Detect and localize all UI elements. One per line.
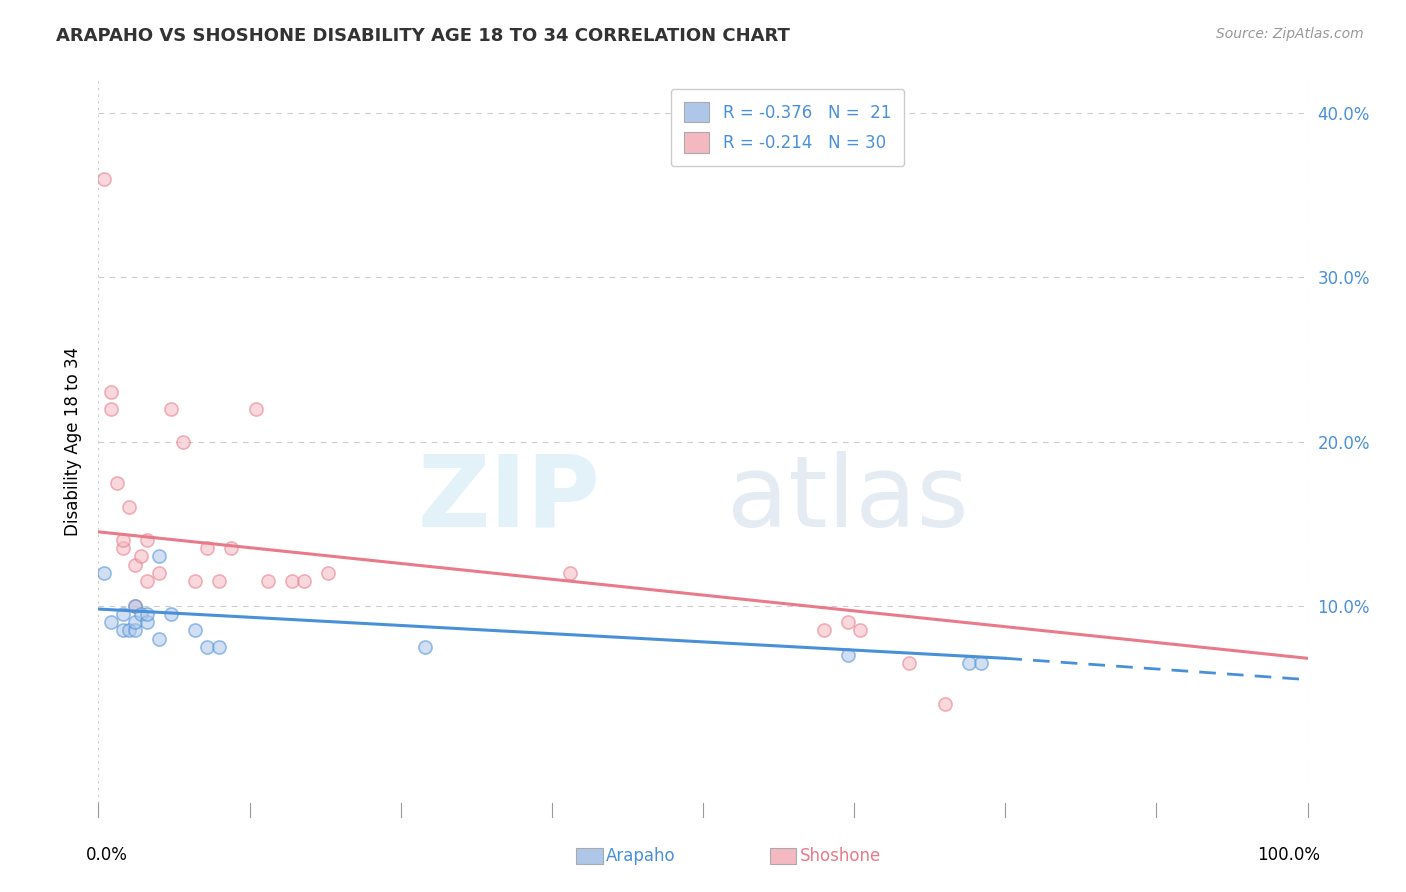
Point: [135, 533, 157, 547]
Point: [316, 566, 339, 580]
Point: [413, 640, 436, 654]
Point: [124, 599, 146, 613]
Point: [837, 615, 859, 630]
Point: [105, 475, 128, 490]
Text: atlas: atlas: [727, 450, 969, 548]
Point: [172, 434, 194, 449]
Point: [957, 657, 980, 671]
Point: [813, 624, 835, 638]
Point: [160, 401, 183, 416]
Point: [111, 541, 134, 556]
Text: Shoshone: Shoshone: [800, 847, 882, 865]
Text: Arapaho: Arapaho: [606, 847, 676, 865]
Text: 100.0%: 100.0%: [1257, 847, 1320, 864]
Point: [135, 615, 157, 630]
Legend: R = -0.376   N =  21, R = -0.214   N = 30: R = -0.376 N = 21, R = -0.214 N = 30: [671, 88, 904, 166]
Point: [93, 566, 115, 580]
Point: [849, 624, 872, 638]
Point: [100, 385, 122, 400]
Point: [195, 541, 218, 556]
Point: [135, 607, 157, 621]
Point: [129, 549, 152, 564]
Point: [195, 640, 218, 654]
Point: [148, 566, 170, 580]
Point: [558, 566, 581, 580]
FancyBboxPatch shape: [769, 848, 796, 864]
Point: [208, 640, 231, 654]
Point: [111, 624, 134, 638]
Point: [934, 698, 956, 712]
Point: [160, 607, 183, 621]
Text: ZIP: ZIP: [418, 450, 600, 548]
Point: [124, 558, 146, 572]
Text: Source: ZipAtlas.com: Source: ZipAtlas.com: [1216, 27, 1364, 41]
Point: [184, 574, 207, 588]
Point: [118, 624, 141, 638]
Point: [111, 533, 134, 547]
Point: [897, 657, 920, 671]
Text: ARAPAHO VS SHOSHONE DISABILITY AGE 18 TO 34 CORRELATION CHART: ARAPAHO VS SHOSHONE DISABILITY AGE 18 TO…: [56, 27, 790, 45]
Point: [148, 549, 170, 564]
FancyBboxPatch shape: [576, 848, 603, 864]
Point: [292, 574, 315, 588]
Point: [245, 401, 267, 416]
Point: [970, 657, 993, 671]
Point: [111, 607, 134, 621]
Point: [256, 574, 278, 588]
Point: [118, 500, 141, 515]
Text: 0.0%: 0.0%: [86, 847, 128, 864]
Y-axis label: Disability Age 18 to 34: Disability Age 18 to 34: [65, 347, 83, 536]
Point: [837, 648, 859, 662]
Point: [129, 607, 152, 621]
Point: [124, 624, 146, 638]
Point: [124, 615, 146, 630]
Point: [124, 599, 146, 613]
Point: [221, 541, 243, 556]
Point: [184, 624, 207, 638]
Point: [208, 574, 231, 588]
Point: [281, 574, 304, 588]
Point: [135, 574, 157, 588]
Point: [93, 171, 115, 186]
Point: [148, 632, 170, 646]
Point: [100, 401, 122, 416]
Point: [100, 615, 122, 630]
